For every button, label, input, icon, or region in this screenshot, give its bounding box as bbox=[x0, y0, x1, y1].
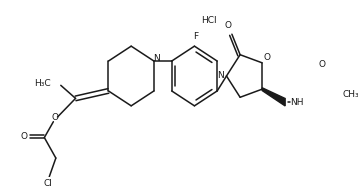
Text: CH₃: CH₃ bbox=[343, 90, 358, 99]
Text: N: N bbox=[153, 54, 160, 63]
Text: O: O bbox=[52, 113, 58, 121]
Polygon shape bbox=[262, 88, 285, 106]
Text: O: O bbox=[20, 132, 27, 141]
Text: NH: NH bbox=[290, 98, 303, 107]
Text: N: N bbox=[217, 71, 224, 80]
Text: F: F bbox=[194, 32, 199, 41]
Text: O: O bbox=[319, 60, 326, 69]
Text: O: O bbox=[263, 53, 271, 62]
Text: HCl: HCl bbox=[202, 16, 217, 25]
Text: H₃C: H₃C bbox=[34, 79, 51, 88]
Text: Cl: Cl bbox=[43, 179, 52, 188]
Text: O: O bbox=[224, 21, 231, 30]
